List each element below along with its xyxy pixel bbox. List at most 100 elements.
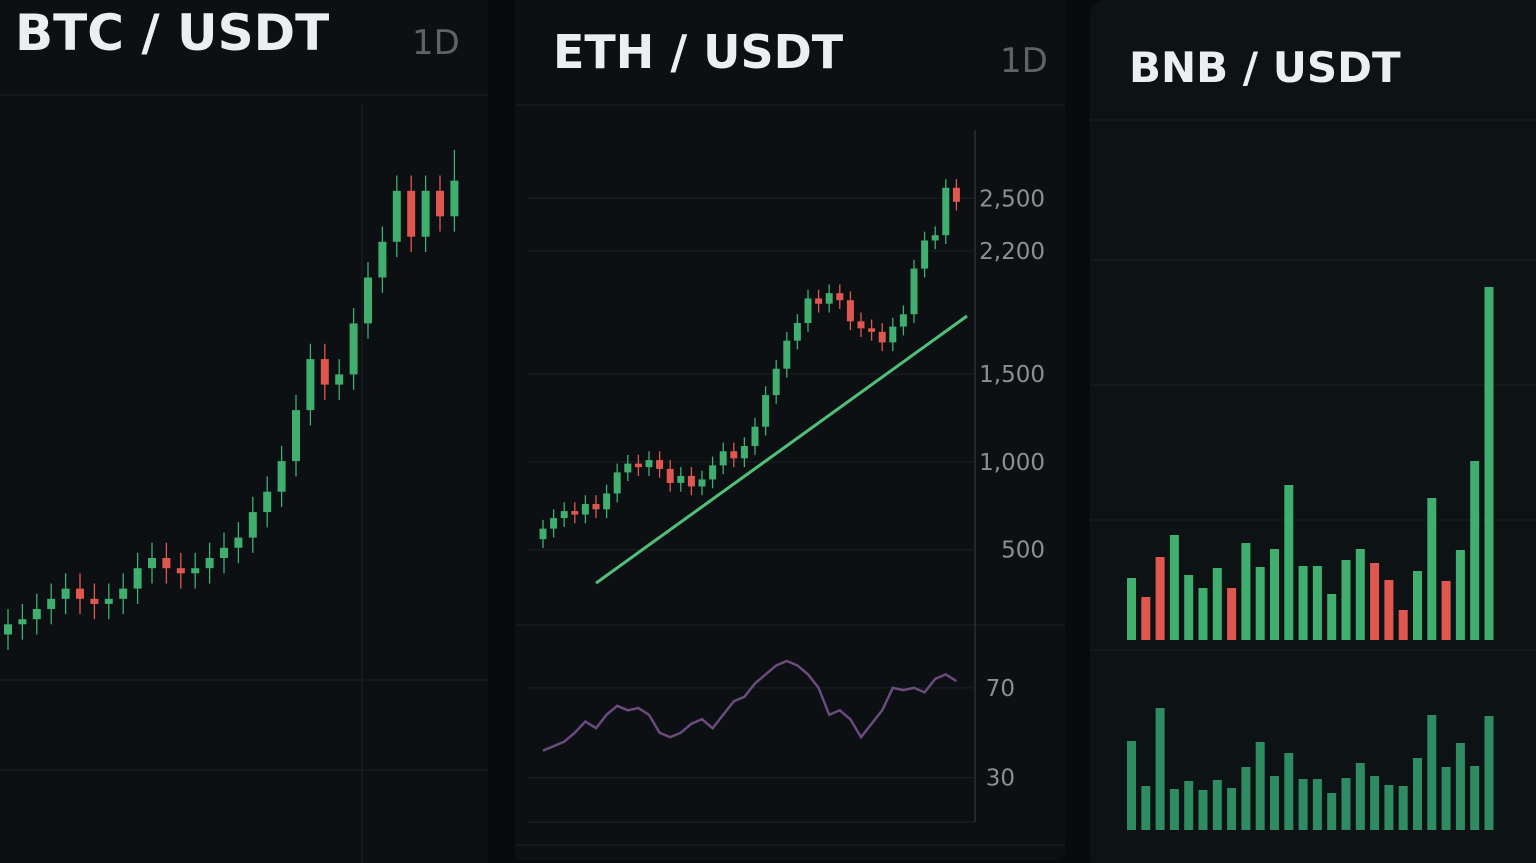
- candle-body: [698, 479, 706, 487]
- rsi-line: [542, 659, 958, 752]
- interval: 1D: [1000, 41, 1048, 81]
- candle-body: [133, 568, 142, 589]
- candle-body: [921, 240, 929, 269]
- bar: [1370, 563, 1380, 640]
- candle-body: [292, 410, 300, 462]
- candle-body: [148, 558, 156, 569]
- chart-title: BNB / USDT: [1129, 43, 1401, 92]
- bar: [1127, 578, 1136, 640]
- volume-bar: [1455, 743, 1465, 830]
- candle-body: [645, 460, 653, 468]
- candle-body: [47, 598, 56, 609]
- bar: [1184, 575, 1194, 640]
- candle-body: [592, 504, 600, 510]
- candle-body: [306, 359, 315, 411]
- candle-body: [624, 463, 632, 473]
- candle-body: [772, 368, 780, 396]
- bar: [1241, 543, 1251, 640]
- candle-body: [349, 323, 358, 375]
- bar: [1169, 535, 1179, 640]
- candle-body: [436, 190, 444, 217]
- volume-bar: [1327, 793, 1337, 830]
- volume-bar: [1398, 786, 1408, 830]
- bar: [1212, 568, 1222, 640]
- bar: [1270, 549, 1279, 640]
- bar: [1441, 581, 1451, 640]
- candle-body: [751, 426, 759, 447]
- candle-body: [61, 588, 70, 599]
- volume-bar: [1184, 781, 1194, 830]
- candle-body: [378, 241, 387, 278]
- volume-bar: [1413, 758, 1422, 830]
- candle-body: [709, 465, 717, 480]
- volume-bar: [1298, 779, 1308, 830]
- candle-body: [868, 328, 876, 332]
- candle-body: [450, 180, 459, 217]
- volume-bar: [1169, 789, 1179, 830]
- candle-body: [815, 298, 823, 304]
- volume-bar: [1370, 776, 1380, 830]
- bar: [1484, 287, 1494, 640]
- layout-grid: [0, 94, 1536, 863]
- chart-title: BTC / USDT: [15, 4, 329, 62]
- candle-body: [846, 300, 854, 322]
- candle-body: [899, 314, 907, 327]
- volume-bar: [1441, 767, 1451, 830]
- candle-body: [205, 558, 214, 569]
- eth-panel: [515, 0, 1065, 860]
- bnb-panel: [1090, 0, 1536, 863]
- candle-body: [634, 463, 642, 468]
- volume-bar: [1384, 785, 1394, 830]
- candle-body: [910, 268, 918, 315]
- bar: [1327, 594, 1337, 640]
- volume-bar: [1127, 741, 1136, 830]
- candle-body: [550, 518, 558, 529]
- bar: [1341, 560, 1351, 640]
- y-tick-label: 70: [986, 676, 1015, 702]
- candle-body: [762, 395, 770, 427]
- bar: [1227, 588, 1237, 640]
- y-tick-label: 500: [1001, 538, 1045, 564]
- candle-body: [335, 374, 344, 385]
- candle-body: [603, 493, 611, 510]
- bar: [1384, 580, 1394, 640]
- btc-panel: [0, 0, 488, 863]
- candle-body: [4, 624, 12, 635]
- candle-body: [539, 528, 547, 540]
- candle-body: [931, 235, 939, 241]
- candle-body: [119, 588, 128, 599]
- bar: [1470, 461, 1480, 640]
- candle-body: [320, 359, 329, 385]
- bar: [1284, 485, 1294, 640]
- candle-body: [804, 298, 812, 324]
- candle-body: [234, 537, 243, 548]
- candle-body: [18, 619, 27, 625]
- candle-body: [248, 512, 257, 538]
- candle-body: [364, 277, 372, 324]
- volume-bar: [1484, 716, 1494, 830]
- bar: [1298, 566, 1308, 640]
- candle-body: [687, 475, 695, 487]
- candle-body: [407, 190, 416, 237]
- candle-body: [392, 190, 401, 242]
- y-tick-label: 2,500: [979, 186, 1045, 212]
- candle-body: [263, 491, 272, 513]
- bar: [1398, 610, 1408, 640]
- volume-bar: [1427, 715, 1437, 830]
- volume-bar: [1470, 766, 1480, 830]
- candle-body: [889, 326, 897, 343]
- candle-body: [613, 472, 621, 494]
- volume-bar: [1141, 786, 1151, 830]
- interval: 1D: [412, 23, 460, 63]
- candle-body: [952, 187, 960, 202]
- volume-bar: [1255, 742, 1265, 830]
- volume-bar: [1155, 708, 1165, 830]
- bar: [1255, 567, 1265, 640]
- candle-body: [421, 190, 430, 237]
- y-tick-label: 1,000: [979, 450, 1045, 476]
- candle-body: [176, 568, 185, 574]
- bar: [1455, 550, 1465, 640]
- bar: [1312, 566, 1322, 640]
- candle-body: [656, 460, 664, 469]
